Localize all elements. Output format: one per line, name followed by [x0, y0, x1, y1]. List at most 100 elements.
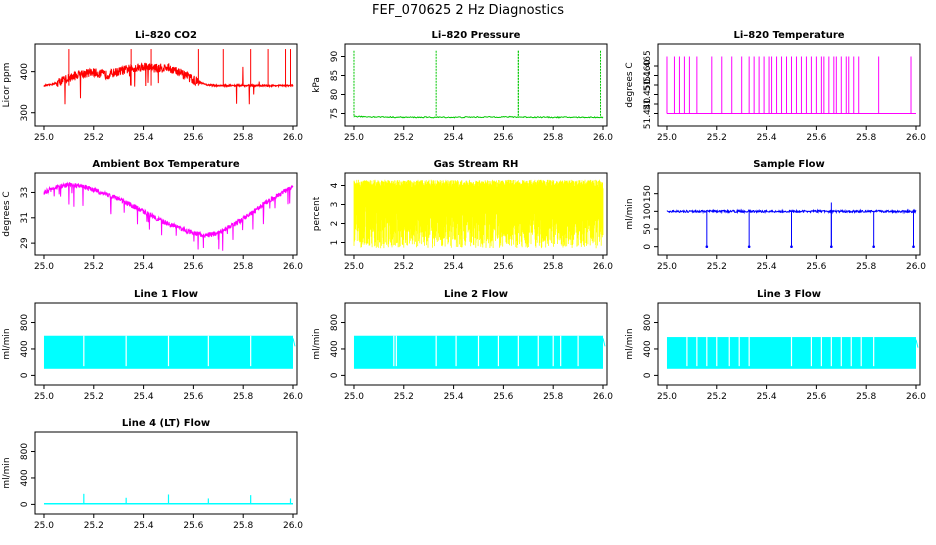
series-band: [353, 179, 604, 249]
plot-frame: [657, 172, 921, 256]
plot-frame: [344, 302, 608, 386]
x-tick-label: 25.4: [134, 262, 154, 272]
x-tick-label: 26.0: [906, 392, 926, 402]
x-tick-label: 25.8: [233, 133, 253, 143]
dip-point: [705, 245, 709, 248]
figure-title: FEF_070625 2 Hz Diagnostics: [372, 3, 564, 18]
x-tick-label: 26.0: [593, 133, 613, 143]
y-tick-label: 0: [643, 244, 653, 250]
panel-title: Ambient Box Temperature: [92, 159, 239, 170]
y-tick-label: 4: [330, 182, 340, 188]
x-tick-label: 26.0: [283, 392, 303, 402]
panel-title: Sample Flow: [753, 159, 825, 170]
y-tick-label: 90: [330, 51, 340, 63]
panel-sample-flow: Sample Flow ml/min 25.0 25.2 25.4 25.6 25.8 26.…: [625, 159, 926, 272]
x-tick-label: 25.2: [707, 392, 727, 402]
panel-pressure: Li–820 Pressure kPa 25.0 25.2 25.4 25.6 25.8 26…: [312, 30, 613, 143]
x-tick-label: 25.4: [444, 262, 464, 272]
x-tick-label: 26.0: [283, 521, 303, 531]
x-tick-label: 25.8: [856, 133, 876, 143]
y-axis-label: ml/min: [312, 328, 322, 359]
x-tick-label: 25.0: [34, 521, 54, 531]
y-tick-label: 29: [20, 237, 30, 249]
plot-frame: [34, 431, 298, 515]
y-tick-label: 400: [20, 340, 30, 357]
panel-title: Line 4 (LT) Flow: [122, 418, 210, 429]
y-tick-label: 0: [643, 372, 653, 378]
y-tick-label: 400: [20, 63, 30, 80]
x-tick-label: 26.0: [593, 392, 613, 402]
y-tick-label: 75: [330, 108, 340, 119]
y-tick-label: 51.465: [643, 50, 653, 82]
panel-title: Li–820 CO2: [135, 30, 197, 41]
y-tick-label: 150: [643, 185, 653, 202]
plot-frame: [34, 43, 298, 127]
x-tick-label: 26.0: [906, 133, 926, 143]
x-tick-label: 25.6: [183, 392, 203, 402]
x-tick-label: 25.6: [183, 521, 203, 531]
y-axis-label: ml/min: [625, 328, 635, 359]
y-tick-label: 0: [20, 372, 30, 378]
panel-title: Gas Stream RH: [434, 159, 519, 170]
x-tick-label: 25.2: [394, 392, 414, 402]
y-tick-label: 3: [330, 202, 340, 208]
y-tick-label: 100: [643, 202, 653, 219]
panel-line1: Line 1 Flow ml/min 25.0 25.2 25.4 25.6 25.8 26.…: [2, 289, 303, 402]
flow-tail: [292, 338, 296, 347]
y-tick-label: 85: [330, 70, 340, 81]
x-tick-label: 25.8: [856, 262, 876, 272]
flow-tail: [602, 338, 606, 347]
x-tick-label: 25.0: [657, 133, 677, 143]
series-line: [353, 115, 604, 119]
x-tick-label: 25.4: [134, 133, 154, 143]
flow-tail: [915, 339, 919, 348]
x-tick-label: 25.4: [757, 392, 777, 402]
y-tick-label: 51.450: [643, 78, 653, 110]
y-tick-label: 31: [20, 212, 30, 223]
x-tick-label: 25.6: [183, 133, 203, 143]
panel-ambient-temp: Ambient Box Temperature degrees C 25.0 25.2…: [2, 159, 303, 272]
series-line: [666, 208, 917, 215]
x-tick-label: 25.4: [757, 133, 777, 143]
panel-title: Line 2 Flow: [444, 289, 508, 300]
y-axis-label: ml/min: [2, 457, 12, 488]
x-tick-label: 25.2: [84, 133, 104, 143]
x-tick-label: 26.0: [283, 133, 303, 143]
y-axis-label: kPa: [312, 77, 322, 93]
x-tick-label: 25.8: [233, 392, 253, 402]
y-axis-label: percent: [312, 196, 322, 231]
panel-line3: Line 3 Flow ml/min 25.0 25.2 25.4 25.6 25.8 26.…: [625, 289, 926, 402]
x-tick-label: 25.0: [34, 133, 54, 143]
x-tick-label: 25.0: [34, 392, 54, 402]
x-tick-label: 25.8: [543, 392, 563, 402]
y-axis-label: degrees C: [2, 191, 12, 236]
plot-frame: [344, 172, 608, 256]
x-tick-label: 25.4: [444, 392, 464, 402]
x-tick-label: 26.0: [283, 262, 303, 272]
y-tick-label: 400: [330, 340, 340, 357]
x-tick-label: 25.8: [543, 133, 563, 143]
x-tick-label: 25.2: [84, 262, 104, 272]
y-tick-label: 800: [20, 314, 30, 331]
y-tick-label: 2: [330, 221, 340, 227]
x-tick-label: 25.6: [183, 262, 203, 272]
x-tick-label: 25.2: [394, 133, 414, 143]
x-tick-label: 25.0: [344, 133, 364, 143]
panel-rh: Gas Stream RH percent 25.0 25.2 25.4 25.6 25.8…: [312, 159, 613, 272]
x-tick-label: 25.2: [707, 133, 727, 143]
plot-frame: [34, 172, 298, 256]
y-tick-label: 800: [643, 314, 653, 331]
dip-point: [872, 245, 875, 248]
panel-title: Li–820 Temperature: [733, 30, 844, 41]
x-tick-label: 25.4: [444, 133, 464, 143]
x-tick-label: 25.2: [707, 262, 727, 272]
x-tick-label: 25.6: [806, 133, 826, 143]
x-tick-label: 26.0: [593, 262, 613, 272]
y-tick-label: 800: [330, 314, 340, 331]
y-tick-label: 0: [20, 501, 30, 507]
x-tick-label: 25.4: [134, 392, 154, 402]
plot-frame: [34, 302, 298, 386]
x-tick-label: 25.0: [344, 392, 364, 402]
y-axis-label: Licor ppm: [2, 63, 12, 108]
y-tick-label: 0: [330, 372, 340, 378]
